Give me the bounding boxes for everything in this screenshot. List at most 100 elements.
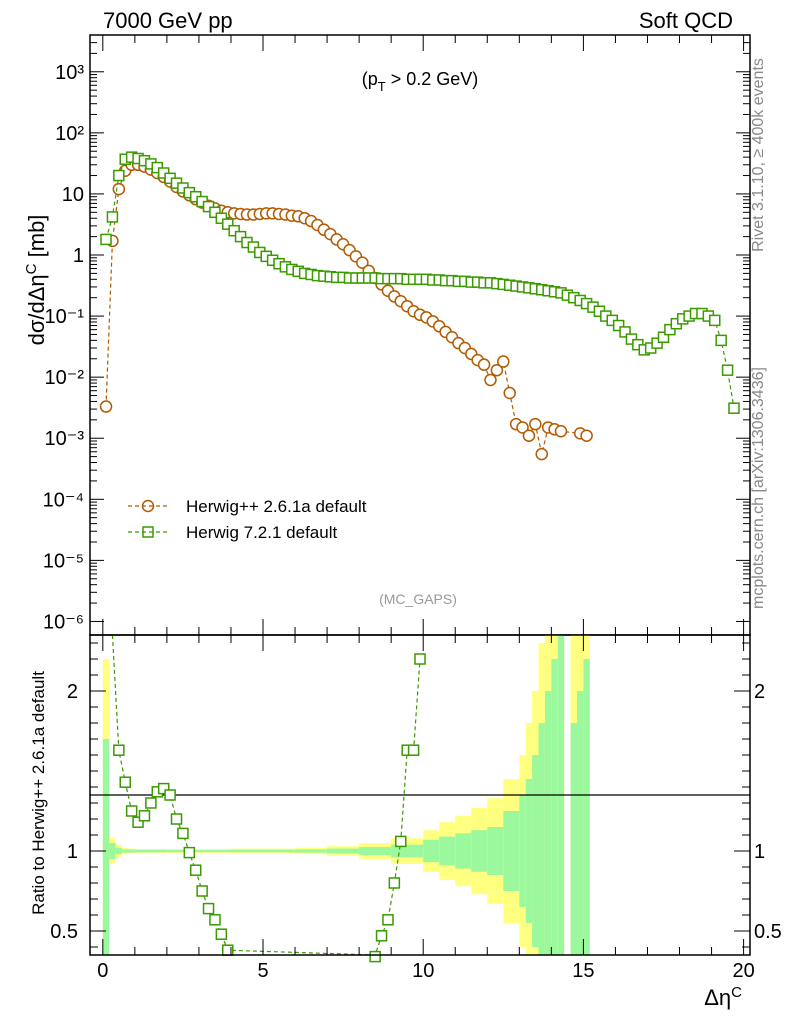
- ratio-inner-band: [471, 830, 488, 872]
- herwig7-data-point: [721, 364, 734, 376]
- ratio-data-point: [407, 744, 420, 756]
- herwig7-data-point: [657, 331, 670, 344]
- ratio-inner-band: [115, 847, 123, 855]
- ratio-data-point: [202, 902, 215, 915]
- herwigpp-data-point: [112, 182, 126, 196]
- legend: Herwig++ 2.6.1a default Herwig 7.2.1 def…: [128, 497, 367, 542]
- legend-label-herwig7: Herwig 7.2.1 default: [186, 523, 337, 542]
- herwigpp-data-point: [522, 429, 536, 442]
- herwigpp-data-point: [535, 447, 548, 461]
- main-y-tick-label: 10⁻³: [45, 428, 85, 450]
- ratio-inner-band: [327, 848, 360, 854]
- main-frame: [89, 34, 751, 636]
- ratio-data-point: [157, 782, 170, 795]
- ratio-inner-band: [166, 849, 199, 853]
- ratio-inner-band: [583, 659, 590, 955]
- ratio-inner-band: [576, 691, 584, 955]
- ratio-data-point: [170, 813, 183, 825]
- ratio-data-point: [209, 914, 221, 926]
- main-series-layer: [99, 151, 740, 461]
- herwigpp-data-point: [516, 421, 529, 434]
- ratio-inner-band: [538, 723, 545, 955]
- main-y-tick-label: 1: [73, 245, 84, 267]
- main-y-tick-label: 10⁻¹: [45, 306, 85, 328]
- ratio-y-axis-label: Ratio to Herwig++ 2.6.1a default: [29, 671, 48, 915]
- herwig7-data-point: [234, 230, 247, 243]
- ratio-data-point: [388, 877, 401, 889]
- herwigpp-data-point: [580, 429, 593, 442]
- pt-cut-annotation: (pT > 0.2 GeV): [362, 69, 479, 94]
- ratio-panel: 0.5 0.51 12 20 5 10 15 20: [50, 634, 782, 982]
- herwigpp-data-point: [484, 373, 497, 387]
- x-tick-label: 10: [412, 960, 434, 982]
- main-y-tick-label: 10³: [55, 62, 84, 84]
- herwig7-data-point: [728, 402, 740, 414]
- herwig7-data-point: [106, 211, 119, 223]
- x-tick-label: 5: [257, 960, 268, 982]
- herwigpp-data-point: [497, 355, 510, 368]
- herwigpp-data-point: [529, 417, 542, 431]
- ratio-data-point: [145, 797, 157, 809]
- ratio-frame: [89, 634, 751, 956]
- herwigpp-data-point: [503, 386, 516, 400]
- herwigpp-data-point: [356, 256, 369, 269]
- ratio-data-point: [215, 928, 228, 940]
- x-axis-label: ΔηC: [704, 984, 742, 1010]
- ratio-y-tick-label: 1: [67, 841, 78, 863]
- herwig7-data-point: [709, 314, 721, 327]
- ratio-inner-band: [519, 795, 526, 907]
- ratio-data-point: [138, 810, 151, 822]
- ratio-inner-band: [198, 849, 231, 853]
- ratio-inner-band: [570, 723, 577, 955]
- ratio-axis-ticks: 0.5 0.51 12 20 5 10 15 20: [50, 635, 782, 982]
- ratio-inner-band: [263, 849, 296, 853]
- main-y-tick-label: 10⁻⁶: [43, 611, 84, 633]
- ratio-inner-band: [230, 849, 264, 853]
- ratio-data-point: [113, 744, 125, 756]
- x-tick-label: 0: [97, 960, 108, 982]
- ratio-inner-band: [439, 836, 456, 866]
- energy-title: 7000 GeV pp: [103, 8, 233, 33]
- ratio-inner-band: [532, 755, 539, 947]
- rivet-label: Rivet 3.1.10, ≥ 400k events: [750, 58, 767, 252]
- ratio-series-layer: [111, 634, 426, 963]
- herwig7-data-point: [619, 326, 631, 338]
- herwig7-data-point: [100, 233, 112, 246]
- herwig7-data-point: [612, 319, 625, 332]
- ratio-data-point: [382, 914, 394, 926]
- herwig7-data-point: [715, 334, 727, 347]
- herwig7-data-point: [113, 169, 125, 182]
- ratio-data-point: [125, 805, 138, 817]
- legend-entry-herwig7: Herwig 7.2.1 default: [128, 523, 337, 542]
- legend-marker-circle: [141, 499, 155, 513]
- main-y-tick-label: 10⁻⁴: [43, 489, 84, 511]
- ratio-data-point: [369, 950, 381, 963]
- ratio-inner-band: [122, 849, 129, 853]
- main-series-line-0: [105, 164, 587, 455]
- ratio-inner-band: [134, 849, 167, 853]
- x-tick-label: 20: [732, 960, 754, 982]
- process-title: Soft QCD: [639, 8, 733, 33]
- ratio-inner-band: [102, 739, 110, 955]
- ratio-data-point: [414, 653, 426, 665]
- ratio-data-point: [395, 835, 407, 848]
- herwigpp-data-point: [490, 363, 504, 377]
- ratio-data-point: [177, 827, 189, 840]
- herwigpp-data-point: [99, 400, 113, 413]
- ratio-data-point: [189, 864, 202, 876]
- ratio-y-tick-label: 0.5: [50, 921, 78, 943]
- ratio-y-tick-label: 2: [67, 681, 78, 703]
- legend-entry-herwigpp: Herwig++ 2.6.1a default: [128, 497, 367, 516]
- legend-label-herwigpp: Herwig++ 2.6.1a default: [186, 497, 367, 516]
- ratio-data-point: [183, 846, 196, 859]
- herwig7-data-point: [222, 218, 234, 230]
- herwig7-data-point: [209, 206, 221, 219]
- herwig7-data-point: [215, 212, 228, 224]
- ratio-inner-band: [359, 847, 392, 855]
- main-y-axis-label: dσ/dΔηC [mb]: [23, 215, 49, 346]
- ratio-inner-band: [128, 849, 135, 853]
- mcplots-label: mcplots.cern.ch [arXiv:1306.3436]: [750, 367, 767, 609]
- ratio-data-point: [164, 789, 176, 801]
- ratio-inner-band: [455, 833, 472, 869]
